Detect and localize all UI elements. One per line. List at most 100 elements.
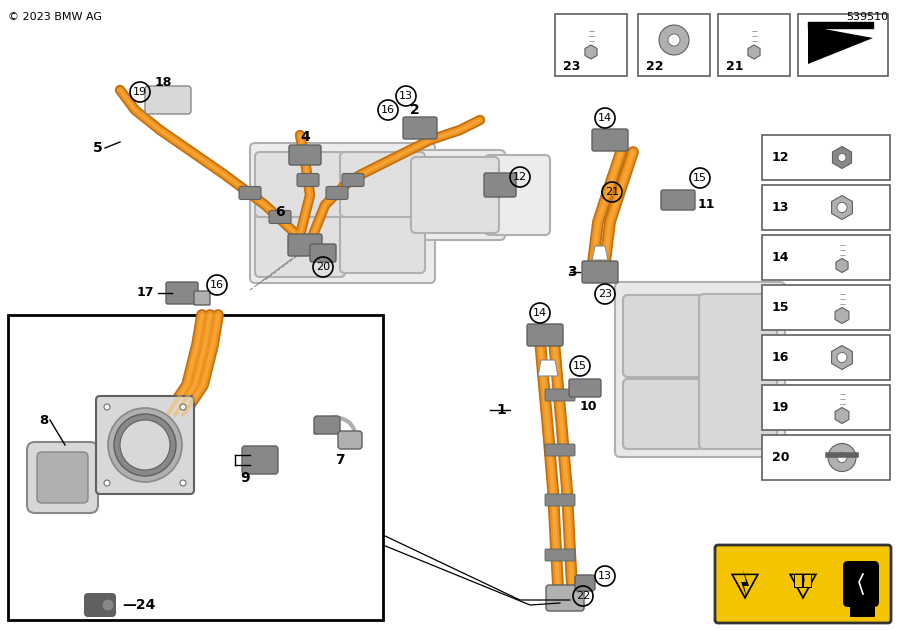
Circle shape bbox=[668, 34, 680, 46]
Text: 19: 19 bbox=[133, 87, 147, 97]
FancyBboxPatch shape bbox=[484, 173, 516, 197]
FancyBboxPatch shape bbox=[840, 234, 844, 260]
Circle shape bbox=[837, 452, 847, 462]
Text: 17: 17 bbox=[137, 287, 154, 299]
Circle shape bbox=[838, 154, 846, 161]
Circle shape bbox=[180, 480, 186, 486]
Text: 1: 1 bbox=[496, 403, 506, 417]
FancyBboxPatch shape bbox=[545, 494, 575, 506]
FancyBboxPatch shape bbox=[718, 14, 790, 76]
FancyBboxPatch shape bbox=[255, 152, 345, 217]
FancyBboxPatch shape bbox=[545, 549, 575, 561]
FancyBboxPatch shape bbox=[862, 599, 869, 617]
Polygon shape bbox=[741, 570, 749, 598]
Polygon shape bbox=[832, 195, 852, 219]
Polygon shape bbox=[734, 575, 756, 596]
Circle shape bbox=[120, 420, 170, 470]
FancyBboxPatch shape bbox=[623, 379, 703, 449]
Text: 16: 16 bbox=[772, 351, 789, 364]
Text: 5: 5 bbox=[94, 141, 103, 155]
Circle shape bbox=[828, 444, 856, 471]
FancyBboxPatch shape bbox=[794, 574, 812, 588]
Polygon shape bbox=[731, 573, 760, 600]
FancyBboxPatch shape bbox=[592, 129, 628, 151]
Text: 14: 14 bbox=[772, 251, 789, 264]
FancyBboxPatch shape bbox=[8, 315, 383, 620]
Text: 4: 4 bbox=[300, 130, 310, 144]
Text: 15: 15 bbox=[693, 173, 707, 183]
FancyBboxPatch shape bbox=[255, 212, 345, 277]
FancyBboxPatch shape bbox=[405, 150, 505, 240]
Circle shape bbox=[837, 202, 847, 212]
Text: 22: 22 bbox=[646, 59, 663, 72]
Polygon shape bbox=[585, 45, 597, 59]
Text: 16: 16 bbox=[210, 280, 224, 290]
Text: 20: 20 bbox=[316, 262, 330, 272]
FancyBboxPatch shape bbox=[762, 385, 890, 430]
FancyBboxPatch shape bbox=[326, 186, 348, 200]
FancyBboxPatch shape bbox=[527, 324, 563, 346]
FancyBboxPatch shape bbox=[762, 185, 890, 230]
FancyBboxPatch shape bbox=[582, 261, 618, 283]
FancyBboxPatch shape bbox=[27, 442, 98, 513]
Circle shape bbox=[104, 480, 110, 486]
Text: 12: 12 bbox=[772, 151, 789, 164]
Text: 13: 13 bbox=[772, 201, 789, 214]
FancyBboxPatch shape bbox=[145, 86, 191, 114]
FancyBboxPatch shape bbox=[37, 452, 88, 503]
FancyBboxPatch shape bbox=[411, 157, 499, 233]
FancyBboxPatch shape bbox=[762, 335, 890, 380]
Text: 13: 13 bbox=[399, 91, 413, 101]
Text: 3: 3 bbox=[567, 265, 577, 279]
Polygon shape bbox=[832, 147, 851, 168]
Circle shape bbox=[102, 599, 114, 611]
FancyBboxPatch shape bbox=[239, 186, 261, 200]
Text: 15: 15 bbox=[573, 361, 587, 371]
Circle shape bbox=[114, 414, 176, 476]
Text: 15: 15 bbox=[772, 301, 789, 314]
Text: 23: 23 bbox=[563, 59, 580, 72]
FancyBboxPatch shape bbox=[166, 282, 198, 304]
Text: 2: 2 bbox=[410, 103, 420, 117]
Polygon shape bbox=[832, 345, 852, 370]
Text: i: i bbox=[801, 575, 805, 585]
Polygon shape bbox=[538, 360, 558, 376]
FancyBboxPatch shape bbox=[569, 379, 601, 397]
Text: 12: 12 bbox=[513, 172, 527, 182]
FancyBboxPatch shape bbox=[762, 285, 890, 330]
Polygon shape bbox=[808, 26, 873, 64]
FancyBboxPatch shape bbox=[545, 444, 575, 456]
FancyBboxPatch shape bbox=[623, 295, 703, 377]
FancyBboxPatch shape bbox=[342, 173, 364, 186]
FancyBboxPatch shape bbox=[545, 389, 575, 401]
Polygon shape bbox=[836, 258, 848, 273]
Text: —24: —24 bbox=[122, 598, 156, 612]
FancyBboxPatch shape bbox=[589, 26, 593, 46]
FancyBboxPatch shape bbox=[288, 234, 322, 256]
FancyBboxPatch shape bbox=[575, 575, 595, 591]
Circle shape bbox=[837, 353, 847, 362]
FancyBboxPatch shape bbox=[661, 190, 695, 210]
Text: 21: 21 bbox=[605, 187, 619, 197]
Text: 8: 8 bbox=[39, 413, 48, 427]
FancyBboxPatch shape bbox=[314, 416, 340, 434]
FancyBboxPatch shape bbox=[555, 14, 627, 76]
FancyBboxPatch shape bbox=[843, 561, 879, 607]
FancyBboxPatch shape bbox=[615, 282, 785, 457]
FancyBboxPatch shape bbox=[289, 145, 321, 165]
FancyBboxPatch shape bbox=[242, 446, 278, 474]
FancyBboxPatch shape bbox=[762, 435, 890, 480]
Text: © 2023 BMW AG: © 2023 BMW AG bbox=[8, 12, 102, 22]
FancyBboxPatch shape bbox=[269, 210, 291, 224]
Circle shape bbox=[108, 408, 182, 482]
Text: 22: 22 bbox=[576, 591, 590, 601]
FancyBboxPatch shape bbox=[297, 173, 319, 186]
FancyBboxPatch shape bbox=[856, 599, 863, 617]
Polygon shape bbox=[788, 573, 817, 600]
FancyBboxPatch shape bbox=[752, 26, 757, 46]
Polygon shape bbox=[835, 408, 849, 423]
FancyBboxPatch shape bbox=[485, 155, 550, 235]
Text: 9: 9 bbox=[240, 471, 250, 485]
Circle shape bbox=[659, 25, 689, 55]
FancyBboxPatch shape bbox=[762, 235, 890, 280]
